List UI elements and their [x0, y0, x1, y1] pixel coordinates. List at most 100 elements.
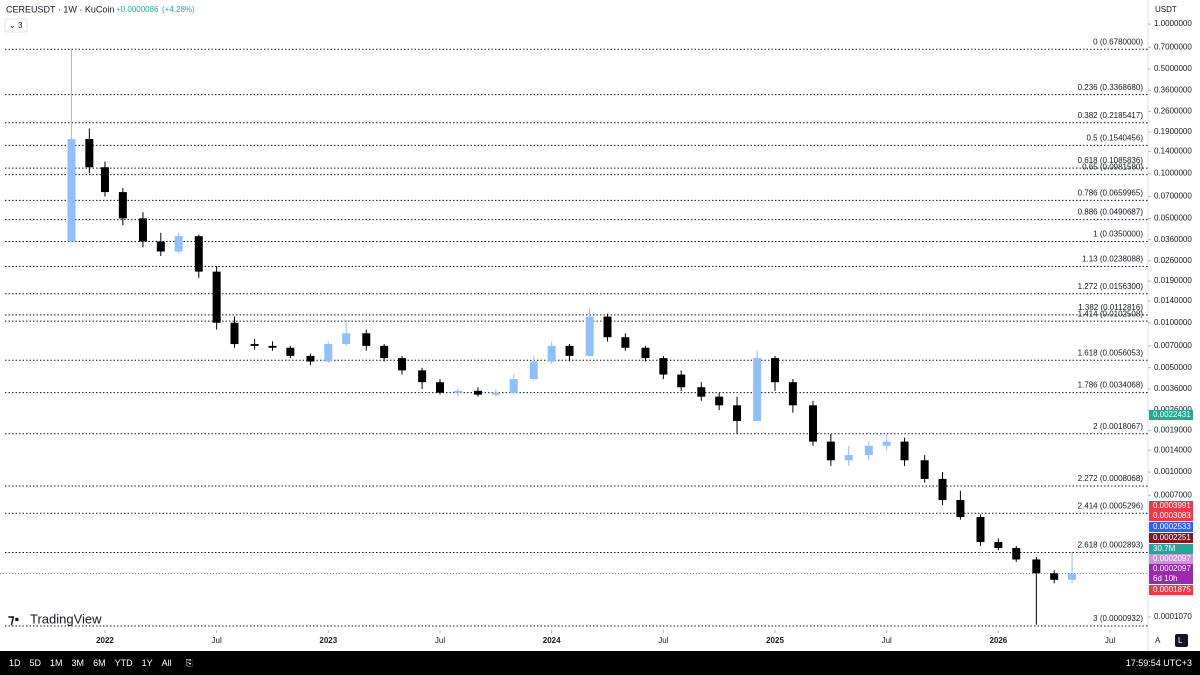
candle-body	[418, 370, 427, 383]
candle-body	[659, 358, 668, 375]
price-badge-label: 0.0002533	[1153, 522, 1191, 531]
currency[interactable]: USDT	[1155, 5, 1177, 14]
price-badge-label: 0.0002251	[1153, 533, 1191, 542]
y-tick-label: 0.1900000	[1154, 127, 1192, 136]
y-tick-label: 0.0050000	[1154, 363, 1192, 372]
y-tick-label: 0.0190000	[1154, 276, 1192, 285]
y-tick-label: 0.0036000	[1154, 384, 1192, 393]
candle-body	[100, 167, 109, 193]
range-list: 1D 5D 1M 3M 6M YTD 1Y All	[0, 658, 172, 668]
candle-body	[118, 192, 127, 219]
candle-body	[212, 271, 221, 323]
price-badge	[1149, 522, 1193, 532]
fib-label: 0.5 (0.1540456)	[1087, 134, 1144, 143]
clock: 17:59:54 UTC+3	[1125, 658, 1192, 668]
candle-body	[920, 460, 929, 479]
price-badge	[1149, 511, 1193, 521]
price-badge-label: 0.0003991	[1153, 501, 1191, 510]
fib-label: 2.272 (0.0008068)	[1078, 474, 1144, 483]
candle-body	[864, 445, 873, 456]
candle-body	[844, 455, 853, 461]
price-badge-label: 6d 10h	[1153, 574, 1177, 583]
price-badge-label: 0.0001875	[1153, 585, 1191, 594]
candle-body	[585, 316, 594, 356]
fib-label: 0.65 (0.0981580)	[1082, 163, 1143, 172]
x-tick-label: Jul	[1105, 636, 1115, 645]
candle-body	[174, 236, 183, 252]
fib-label: 1.618 (0.0056053)	[1078, 348, 1144, 357]
y-tick-label: 0.0700000	[1154, 192, 1192, 201]
candle-body	[788, 382, 797, 406]
fib-label: 2.414 (0.0005296)	[1078, 501, 1144, 510]
candle-body	[67, 139, 76, 242]
x-tick-label: 2025	[766, 636, 784, 645]
fib-label: 1.382 (0.0112816)	[1078, 303, 1143, 312]
date-range-icon[interactable]: ⎘	[185, 657, 193, 668]
candle-body	[85, 139, 94, 168]
x-tick-label: 2022	[96, 636, 114, 645]
candle-body	[641, 347, 650, 359]
y-tick-label: 0.0007000	[1154, 490, 1192, 499]
range-button[interactable]: 1Y	[141, 658, 153, 668]
y-tick-label: 0.0010000	[1154, 467, 1192, 476]
candle-body	[938, 478, 947, 501]
log-button[interactable]	[1175, 634, 1188, 647]
y-tick-label: 0.0019000	[1154, 426, 1192, 435]
candle-body	[976, 517, 985, 543]
price-badge	[1149, 564, 1193, 574]
log-scale[interactable]: L	[1178, 636, 1183, 645]
price-badge	[1149, 501, 1193, 511]
range-button[interactable]: 6M	[93, 658, 106, 668]
range-button[interactable]: 5D	[29, 658, 42, 668]
range-button[interactable]: 3M	[71, 658, 85, 668]
symbol-title: CEREUSDT · 1W · KuCoin	[6, 4, 114, 14]
candle-body	[380, 345, 389, 359]
indicator-toggle[interactable]	[4, 18, 28, 33]
candle-body	[138, 218, 147, 242]
y-tick-label: 0.1400000	[1154, 147, 1192, 156]
y-tick-label: 0.2600000	[1154, 107, 1192, 116]
candle-body	[509, 379, 518, 393]
x-tick-label: Jul	[658, 636, 668, 645]
candle-body	[715, 396, 724, 406]
y-tick-label: 0.0026000	[1154, 405, 1192, 414]
range-button[interactable]: All	[161, 658, 172, 668]
y-tick-label: 0.0140000	[1154, 296, 1192, 305]
candle-body	[826, 441, 835, 461]
price-badge-label: 0.0003083	[1153, 511, 1191, 520]
indicator-chevron: ⌄	[9, 21, 16, 30]
candle-body	[733, 405, 742, 421]
candle-body	[1068, 573, 1077, 580]
fib-label: 2 (0.0018067)	[1093, 422, 1143, 431]
fib-label: 3 (0.0000932)	[1093, 614, 1143, 623]
fib-label: 0.786 (0.0659965)	[1078, 188, 1144, 197]
x-tick-label: Jul	[882, 636, 892, 645]
y-tick-label: 1.0000000	[1154, 19, 1192, 28]
candle-body	[473, 390, 482, 395]
price-badge	[1149, 410, 1193, 420]
x-tick-label: Jul	[435, 636, 445, 645]
price-badge	[1149, 585, 1193, 595]
price-badge	[1149, 554, 1193, 564]
auto-scale[interactable]: A	[1155, 636, 1161, 645]
range-button[interactable]: 1D	[9, 658, 21, 668]
candle-body	[808, 405, 817, 442]
indicator-count: 3	[18, 21, 23, 30]
range-button[interactable]: YTD	[114, 658, 133, 668]
chart: 0 (0.6780000) 0.236 (0.3368680) 0.382 (0.2…	[0, 0, 1193, 651]
x-tick-label: 2026	[989, 636, 1007, 645]
candle-body	[194, 236, 203, 272]
candle-body	[491, 392, 500, 395]
x-tick-label: 2024	[543, 636, 561, 645]
candle-body	[771, 358, 780, 383]
brand: TradingView	[30, 611, 102, 626]
fib-label: 0.382 (0.2185417)	[1078, 111, 1144, 120]
bottom-toolbar: 1D 5D 1M 3M 6M YTD 1Y All ⎘ 17:59:54 UTC+3	[0, 651, 1200, 675]
range-button[interactable]: 1M	[50, 658, 63, 668]
y-tick-label: 0.1000000	[1154, 169, 1192, 178]
logo-mark: ⁊▪	[8, 611, 19, 626]
price-badge	[1149, 533, 1193, 543]
price-badge-label: 0.0022431	[1153, 410, 1191, 419]
candle-body	[156, 241, 165, 252]
